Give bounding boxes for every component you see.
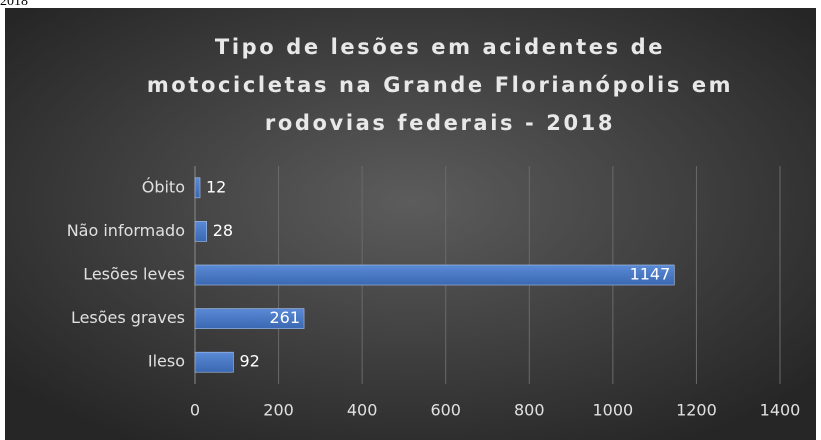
data-label: 12 xyxy=(206,177,226,196)
data-label: 1147 xyxy=(630,265,671,284)
x-tick-label: 800 xyxy=(514,401,545,420)
y-tick-label: Ileso xyxy=(148,352,185,371)
chart-title: rodovias federais - 2018 xyxy=(265,111,615,135)
x-tick-label: 1200 xyxy=(676,401,717,420)
bar xyxy=(194,177,201,199)
y-tick-label: Lesões graves xyxy=(71,308,185,327)
y-tick-label: Lesões leves xyxy=(83,265,185,284)
y-tick-label: Óbito xyxy=(142,177,185,196)
x-tick-label: 1000 xyxy=(592,401,633,420)
x-tick-label: 0 xyxy=(190,401,200,420)
x-tick-label: 600 xyxy=(430,401,461,420)
y-tick-label: Não informado xyxy=(67,221,185,240)
bar xyxy=(194,351,234,373)
x-tick-label: 200 xyxy=(263,401,294,420)
chart-background xyxy=(5,8,816,440)
bar xyxy=(194,308,305,329)
bar xyxy=(194,264,675,286)
caption: 2018 xyxy=(0,0,28,9)
bar xyxy=(194,221,207,242)
data-label: 28 xyxy=(213,221,233,240)
chart-title: Tipo de lesões em acidentes de xyxy=(215,35,665,59)
x-tick-label: 400 xyxy=(347,401,378,420)
data-label: 92 xyxy=(239,352,259,371)
chart-title: motocicletas na Grande Florianópolis em xyxy=(147,73,733,97)
x-tick-label: 1400 xyxy=(760,401,801,420)
data-label: 261 xyxy=(270,308,301,327)
